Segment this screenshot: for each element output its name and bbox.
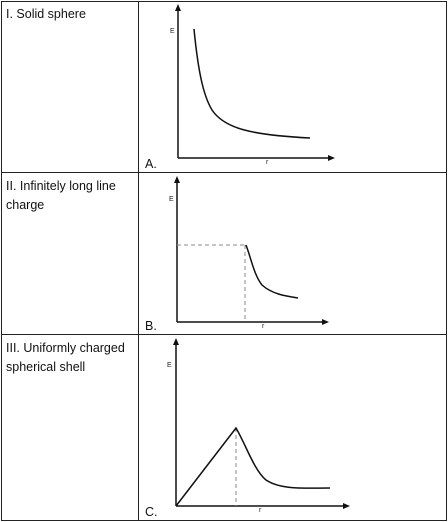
graph-c [173, 338, 350, 509]
row-1-option: A. [145, 157, 157, 171]
row-3-label: III. Uniformly charged spherical shell [6, 341, 125, 374]
graph-a-x-arrow [328, 155, 335, 161]
graph-b-y-arrow [174, 176, 180, 183]
graph-b-x-arrow [322, 319, 329, 325]
graph-b [174, 176, 329, 325]
graph-c-y-arrow [173, 338, 179, 345]
row-2-option: B. [145, 319, 157, 333]
graph-a-x-label: r [266, 159, 269, 166]
graph-a [175, 4, 335, 161]
graph-a-y-label: E [170, 28, 175, 35]
graph-c-x-label: r [259, 507, 262, 514]
graph-c-x-arrow [343, 503, 350, 509]
graph-a-y-arrow [175, 4, 181, 11]
row-1-label: I. Solid sphere [6, 7, 86, 21]
graph-a-curve [193, 28, 311, 139]
graph-b-x-label: r [262, 323, 265, 330]
graph-c-curve [175, 426, 331, 507]
graph-c-y-label: E [167, 362, 172, 369]
row-3-option: C. [145, 505, 158, 519]
row-2-label: II. Infinitely long line charge [6, 179, 116, 212]
graph-b-y-label: E [169, 196, 174, 203]
graph-b-curve [245, 244, 299, 299]
